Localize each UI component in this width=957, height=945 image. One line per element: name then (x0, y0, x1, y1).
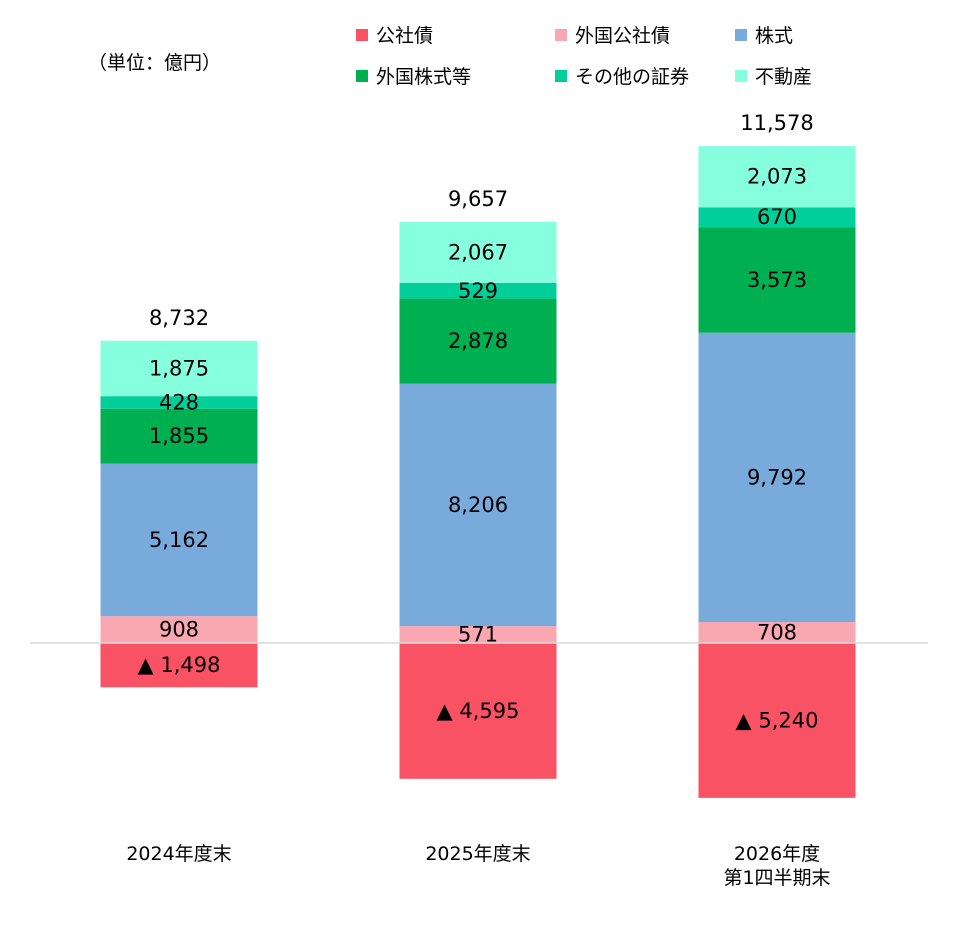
legend-label-stocks: 株式 (755, 25, 793, 47)
data-label-foreign_stocks: 2,878 (448, 329, 508, 353)
legend-swatch-real_estate (735, 70, 747, 82)
x-tick-label: 2026年度 (734, 843, 820, 865)
legend-label-domestic_bonds: 公社債 (376, 25, 433, 47)
bar-segment-real_estate (399, 221, 557, 283)
data-label-stocks: 5,162 (149, 528, 209, 552)
data-label-domestic_bonds: ▲ 1,498 (138, 653, 221, 677)
total-label: 11,578 (740, 111, 813, 135)
legend-swatch-foreign_stocks (356, 70, 368, 82)
legend-swatch-other_securities (555, 70, 567, 82)
data-label-real_estate: 2,073 (747, 165, 807, 189)
bar-segment-foreign_stocks (698, 227, 856, 333)
data-label-foreign_bonds: 708 (757, 621, 797, 645)
bar-segment-foreign_stocks (399, 298, 557, 384)
x-tick-label: 2025年度末 (425, 843, 530, 865)
data-label-stocks: 9,792 (747, 465, 807, 489)
legend-label-real_estate: 不動産 (755, 66, 812, 88)
total-label: 9,657 (448, 187, 508, 211)
bar-segment-stocks (698, 332, 856, 623)
data-label-foreign_stocks: 1,855 (149, 424, 209, 448)
bar-segment-domestic_bonds (698, 643, 856, 798)
legend-label-foreign_stocks: 外国株式等 (376, 66, 471, 88)
legend-label-other_securities: その他の証券 (575, 66, 689, 88)
data-label-foreign_bonds: 571 (458, 623, 498, 647)
legend-label-foreign_bonds: 外国公社債 (575, 25, 670, 47)
bar-segment-foreign_bonds (399, 626, 557, 643)
data-labels: ▲ 1,498 908 5,162 1,855 428 1,875 ▲ 4,595 571 8,… (138, 165, 819, 733)
data-label-foreign_stocks: 3,573 (747, 268, 807, 292)
data-label-other_securities: 529 (458, 279, 498, 303)
legend-swatch-domestic_bonds (356, 29, 368, 41)
bars (100, 146, 856, 798)
bar-segment-stocks (100, 463, 258, 617)
data-label-other_securities: 670 (757, 205, 797, 229)
total-label: 8,732 (149, 306, 209, 330)
bar-segment-domestic_bonds (100, 643, 258, 688)
bar-segment-other_securities (698, 207, 856, 228)
bar-segment-real_estate (698, 146, 856, 208)
data-label-domestic_bonds: ▲ 5,240 (736, 708, 819, 732)
unit-note: （単位：億円） (88, 52, 222, 74)
total-labels: 8,732 9,657 11,578 (149, 111, 814, 330)
bar-segment-foreign_bonds (100, 616, 258, 643)
legend-swatch-foreign_bonds (555, 29, 567, 41)
bar-segment-foreign_bonds (698, 622, 856, 643)
data-label-foreign_bonds: 908 (159, 618, 199, 642)
data-label-domestic_bonds: ▲ 4,595 (437, 699, 520, 723)
bar-segment-domestic_bonds (399, 643, 557, 779)
data-label-real_estate: 1,875 (149, 356, 209, 380)
legend-swatch-stocks (735, 29, 747, 41)
bar-segment-real_estate (100, 340, 258, 397)
bar-segment-other_securities (399, 282, 557, 299)
data-label-real_estate: 2,067 (448, 240, 508, 264)
bar-segment-foreign_stocks (100, 408, 258, 464)
data-label-other_securities: 428 (159, 390, 199, 414)
x-tick-label: 2024年度末 (126, 843, 231, 865)
bar-segment-other_securities (100, 396, 258, 409)
x-tick-label: 第1四半期末 (723, 867, 830, 889)
bar-segment-stocks (399, 383, 557, 627)
data-label-stocks: 8,206 (448, 493, 508, 517)
